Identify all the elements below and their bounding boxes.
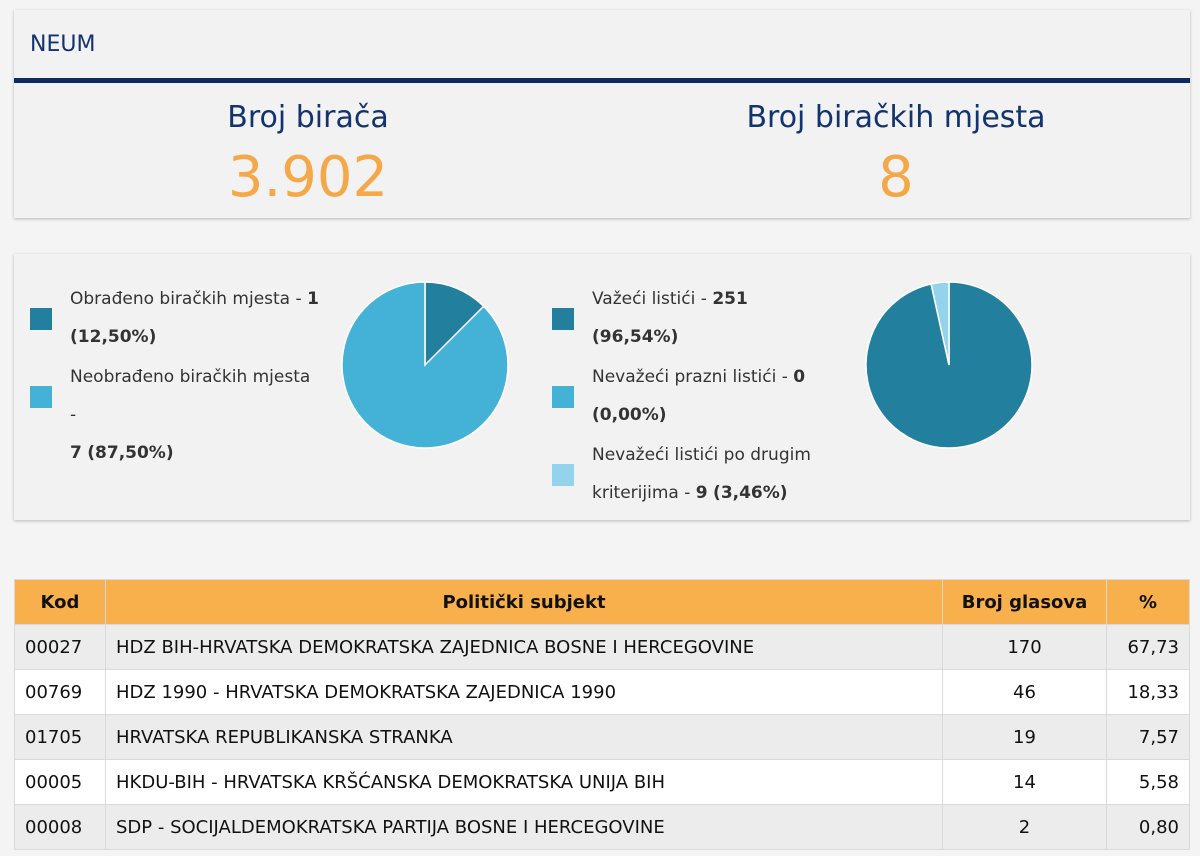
legend-percent: 0,00% [599, 405, 659, 425]
legend-percent: 12,50% [77, 327, 149, 347]
legend-value: 1 [307, 289, 319, 309]
column-header-code: Kod [14, 579, 106, 625]
cell-percent: 5,58 [1106, 759, 1190, 805]
table-row: 00769 HDZ 1990 - HRVATSKA DEMOKRATSKA ZA… [14, 669, 1190, 715]
cell-code: 00005 [14, 759, 106, 805]
legend-swatch [552, 464, 574, 486]
legend-percent: 96,54% [599, 327, 671, 347]
polling-stations-label: Broj biračkih mjesta [746, 100, 1046, 135]
legend-value: 7 [70, 443, 82, 463]
cell-party: HDZ BIH-HRVATSKA DEMOKRATSKA ZAJEDNICA B… [105, 624, 943, 670]
legend-item: Važeći listići - 251 (96,54%) [552, 280, 812, 356]
table-header-row: Kod Politički subjekt Broj glasova % [14, 579, 1190, 625]
cell-party: HDZ 1990 - HRVATSKA DEMOKRATSKA ZAJEDNIC… [105, 669, 943, 715]
cell-percent: 0,80 [1106, 804, 1190, 850]
polling-stations-value: 8 [878, 145, 914, 210]
cell-votes: 170 [942, 624, 1107, 670]
legend-name: Neobrađeno biračkih mjesta [70, 367, 311, 387]
pie-slice-obra-eno-bira-kih-mjesta [424, 281, 485, 367]
stations-pie-chart [341, 281, 509, 449]
cell-code: 00769 [14, 669, 106, 715]
results-table: Kod Politički subjekt Broj glasova % 000… [14, 579, 1190, 850]
ballots-legend: Važeći listići - 251 (96,54%) Nevažeći pr… [552, 280, 812, 514]
column-header-percent: % [1106, 579, 1190, 625]
cell-code: 01705 [14, 714, 106, 760]
legend-swatch [30, 386, 52, 408]
legend-value: 251 [712, 289, 748, 309]
legend-swatch [552, 386, 574, 408]
summary-card: NEUM Broj birača 3.902 Broj biračkih mje… [14, 10, 1190, 218]
cell-percent: 18,33 [1106, 669, 1190, 715]
legend-name: Nevažeći prazni listići [592, 367, 777, 387]
cell-party: SDP - SOCIJALDEMOKRATSKA PARTIJA BOSNE I… [105, 804, 943, 850]
legend-swatch [552, 308, 574, 330]
pie-slice-neva-e-i-listi-i-po-drugim-kriterijima [930, 281, 950, 366]
legend-item: Neobrađeno biračkih mjesta -7 (87,50%) [30, 358, 320, 472]
pie-slice-neobra-eno-bira-kih-mjesta [341, 281, 509, 449]
cell-code: 00027 [14, 624, 106, 670]
cell-votes: 46 [942, 669, 1107, 715]
legend-percent: 87,50% [95, 443, 166, 463]
column-header-party: Politički subjekt [105, 579, 943, 625]
charts-card: Obrađeno biračkih mjesta - 1 (12,50%) Neo… [14, 254, 1190, 520]
legend-name: Važeći listići [592, 289, 696, 309]
table-row: 00005 HKDU-BIH - HRVATSKA KRŠĆANSKA DEMO… [14, 759, 1190, 805]
legend-swatch [30, 308, 52, 330]
column-header-votes: Broj glasova [942, 579, 1107, 625]
legend-name: Obrađeno biračkih mjesta [70, 289, 291, 309]
legend-name: Nevažeći listići po drugim kriterijima [592, 445, 811, 503]
title-divider [14, 78, 1190, 83]
cell-party: HRVATSKA REPUBLIKANSKA STRANKA [105, 714, 943, 760]
ballots-pie-chart [865, 281, 1033, 449]
cell-votes: 2 [942, 804, 1107, 850]
polling-stations-stat: Broj biračkih mjesta 8 [602, 96, 1190, 209]
cell-party: HKDU-BIH - HRVATSKA KRŠĆANSKA DEMOKRATSK… [105, 759, 943, 805]
voters-label: Broj birača [227, 100, 389, 135]
stations-legend: Obrađeno biračkih mjesta - 1 (12,50%) Neo… [30, 280, 320, 474]
legend-percent: 3,46% [720, 483, 780, 503]
table-row: 00008 SDP - SOCIJALDEMOKRATSKA PARTIJA B… [14, 804, 1190, 850]
legend-item: Obrađeno biračkih mjesta - 1 (12,50%) [30, 280, 320, 356]
cell-code: 00008 [14, 804, 106, 850]
cell-votes: 19 [942, 714, 1107, 760]
cell-percent: 67,73 [1106, 624, 1190, 670]
legend-item: Nevažeći listići po drugim kriterijima -… [552, 436, 812, 512]
municipality-title: NEUM [30, 32, 96, 57]
legend-item: Nevažeći prazni listići - 0 (0,00%) [552, 358, 812, 434]
legend-value: 9 [695, 483, 708, 503]
legend-value: 0 [793, 367, 806, 387]
cell-percent: 7,57 [1106, 714, 1190, 760]
table-row: 01705 HRVATSKA REPUBLIKANSKA STRANKA 19 … [14, 714, 1190, 760]
table-row: 00027 HDZ BIH-HRVATSKA DEMOKRATSKA ZAJED… [14, 624, 1190, 670]
voters-value: 3.902 [227, 145, 389, 210]
voters-stat: Broj birača 3.902 [14, 96, 602, 209]
cell-votes: 14 [942, 759, 1107, 805]
